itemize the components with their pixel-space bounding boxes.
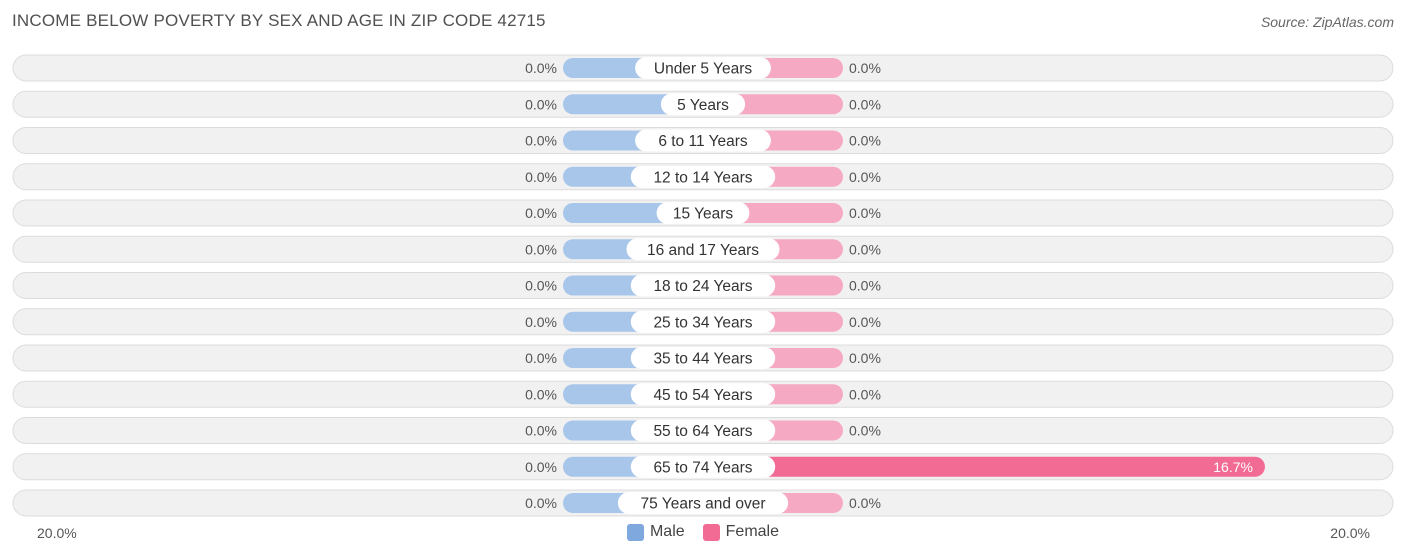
value-label-male: 0.0% xyxy=(525,386,557,402)
category-pill xyxy=(635,57,771,79)
category-label: 6 to 11 Years xyxy=(658,133,748,150)
category-label: 12 to 14 Years xyxy=(653,169,752,186)
category-pill xyxy=(656,202,750,224)
value-label-female: 0.0% xyxy=(849,205,881,221)
category-pill xyxy=(630,165,776,188)
chart-title: INCOME BELOW POVERTY BY SEX AND AGE IN Z… xyxy=(12,11,546,30)
category-label: 25 to 34 Years xyxy=(653,314,752,331)
value-label-male: 0.0% xyxy=(525,60,557,76)
value-label-female: 16.7% xyxy=(1213,459,1253,475)
category-label: 35 to 44 Years xyxy=(653,351,752,368)
value-label-female: 0.0% xyxy=(849,60,881,76)
value-label-male: 0.0% xyxy=(525,350,557,366)
value-label-male: 0.0% xyxy=(525,423,557,439)
legend-item-female[interactable]: Female xyxy=(702,523,780,541)
value-label-male: 0.0% xyxy=(525,459,557,475)
source-note: Source: ZipAtlas.com xyxy=(1260,14,1394,30)
category-label: 55 to 64 Years xyxy=(653,423,752,440)
value-label-female: 0.0% xyxy=(849,241,881,257)
value-label-female: 0.0% xyxy=(849,350,881,366)
bar-chart: Under 5 Years 0.0% 0.0% 5 Years 0.0% 0.0% 6 to… xyxy=(12,54,1394,517)
category-label: 75 Years and over xyxy=(641,496,766,513)
category-pill xyxy=(630,383,776,406)
value-label-female: 0.0% xyxy=(849,495,881,511)
legend-label-female: Female xyxy=(725,523,780,540)
category-label: Under 5 Years xyxy=(654,61,752,78)
category-label: 5 Years xyxy=(677,97,729,114)
category-label: 18 to 24 Years xyxy=(653,278,752,295)
axis-left-label: 20.0% xyxy=(37,525,77,541)
value-label-male: 0.0% xyxy=(525,495,557,511)
axis-right-label: 20.0% xyxy=(1330,525,1370,541)
legend-swatch-female xyxy=(702,523,720,541)
category-pill xyxy=(630,347,776,369)
legend-item-male[interactable]: Male xyxy=(626,523,685,541)
value-label-male: 0.0% xyxy=(525,133,557,149)
value-label-female: 0.0% xyxy=(849,133,881,149)
category-pill xyxy=(660,93,746,116)
value-label-female: 0.0% xyxy=(849,96,881,112)
category-pill xyxy=(626,238,780,261)
category-pill xyxy=(630,455,776,478)
category-label: 15 Years xyxy=(673,206,734,223)
value-label-female: 0.0% xyxy=(849,169,881,185)
value-label-male: 0.0% xyxy=(525,314,557,330)
category-pill xyxy=(635,129,771,152)
bar-female xyxy=(703,456,1265,477)
value-label-male: 0.0% xyxy=(525,241,557,257)
value-label-male: 0.0% xyxy=(525,205,557,221)
value-label-male: 0.0% xyxy=(525,96,557,112)
category-pill xyxy=(630,274,776,297)
legend-swatch-male xyxy=(626,523,644,541)
value-label-male: 0.0% xyxy=(525,169,557,185)
category-label: 16 and 17 Years xyxy=(647,242,759,259)
category-pill xyxy=(617,492,789,514)
legend-label-male: Male xyxy=(649,523,685,540)
value-label-female: 0.0% xyxy=(849,386,881,402)
value-label-female: 0.0% xyxy=(849,423,881,439)
legend: Male Female xyxy=(0,523,1406,546)
value-label-male: 0.0% xyxy=(525,278,557,294)
category-label: 65 to 74 Years xyxy=(653,459,752,476)
value-label-female: 0.0% xyxy=(849,314,881,330)
value-label-female: 0.0% xyxy=(849,278,881,294)
category-pill xyxy=(630,419,776,442)
category-pill xyxy=(630,310,776,333)
category-label: 45 to 54 Years xyxy=(653,387,752,404)
